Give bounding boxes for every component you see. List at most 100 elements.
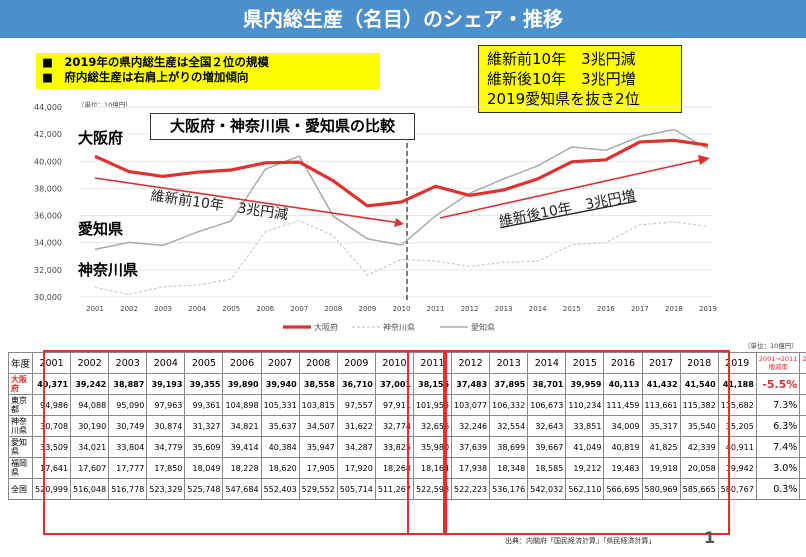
summary-box: ■ 2019年の県内総生産は全国２位の規模 ■ 府内総生産は右肩上がりの増加傾向 bbox=[36, 53, 380, 89]
table-cell: 19,483 bbox=[603, 457, 643, 479]
row-label: 福岡県 bbox=[7, 457, 34, 479]
table-cell: 38,699 bbox=[489, 436, 529, 458]
table-unit: （単位：10億円） bbox=[744, 342, 798, 350]
table-cell: 37,895 bbox=[489, 373, 529, 395]
table-cell: 520,999 bbox=[32, 478, 72, 500]
table-cell: 17,938 bbox=[451, 457, 491, 479]
x-tick-label: 2003 bbox=[154, 305, 172, 313]
growth-rate-cell: 7.4% bbox=[755, 436, 801, 458]
x-tick-label: 2002 bbox=[120, 305, 138, 313]
row-label: 全国 bbox=[7, 478, 34, 500]
table-cell: 18,620 bbox=[260, 457, 300, 479]
comparison-label: 大阪府・神奈川県・愛知県の比較 bbox=[150, 113, 415, 140]
table-cell: 19,942 bbox=[717, 457, 757, 479]
table-header-cell: 2007 bbox=[260, 352, 300, 374]
table-cell: 39,242 bbox=[70, 373, 110, 395]
table-cell: 31,327 bbox=[184, 415, 224, 437]
page-title: 県内総生産（名目）のシェア・推移 bbox=[0, 0, 806, 38]
table-cell: 529,552 bbox=[298, 478, 338, 500]
growth-rate-cell: 7.8% bbox=[799, 415, 806, 437]
callout-box: 維新前10年 3兆円減 維新後10年 3兆円増 2019愛知県を抜き2位 bbox=[478, 45, 682, 113]
table-row: 大阪府 40,371 39,242 38,887 39,193 39,355 39,890 3… bbox=[7, 373, 806, 395]
table-cell: 35,540 bbox=[679, 415, 719, 437]
table-cell: 106,673 bbox=[527, 394, 567, 416]
table-cell: 505,714 bbox=[336, 478, 376, 500]
table-header-cell: 2014 bbox=[527, 352, 567, 374]
table-header-cell: 2001→2011増減率 bbox=[755, 352, 801, 374]
table-cell: 39,940 bbox=[260, 373, 300, 395]
x-tick-label: 2018 bbox=[665, 305, 683, 313]
table-row: 神奈川県 30,708 30,190 30,749 30,874 31,327 34,821… bbox=[7, 415, 806, 437]
callout-line-1: 維新前10年 3兆円減 bbox=[487, 50, 636, 68]
table-cell: 35,317 bbox=[641, 415, 681, 437]
table-cell: 35,609 bbox=[184, 436, 224, 458]
table-row: 全国 520,999 516,048 516,778 523,329 525,748 547… bbox=[7, 478, 806, 500]
table-cell: 18,268 bbox=[374, 457, 414, 479]
table-header-cell: 2018 bbox=[679, 352, 719, 374]
table-header-cell: 2009 bbox=[336, 352, 376, 374]
table-cell: 38,887 bbox=[108, 373, 148, 395]
x-tick-label: 2016 bbox=[597, 305, 615, 313]
arrow-after bbox=[439, 158, 705, 219]
x-tick-label: 2001 bbox=[86, 305, 104, 313]
y-tick-label: 36,000 bbox=[34, 212, 62, 221]
x-axis: 2001 2002 2003 2004 2005 2006 2007 2008 2009 2010… bbox=[86, 305, 717, 313]
table-cell: 38,701 bbox=[527, 373, 567, 395]
callout-line-3: 2019愛知県を抜き2位 bbox=[487, 90, 640, 108]
table-cell: 580,969 bbox=[641, 478, 681, 500]
table-cell: 516,048 bbox=[70, 478, 110, 500]
table-cell: 30,190 bbox=[70, 415, 110, 437]
table-header-cell: 2012 bbox=[451, 352, 491, 374]
table-cell: 523,329 bbox=[146, 478, 186, 500]
table-cell: 17,607 bbox=[70, 457, 110, 479]
table-cell: 99,361 bbox=[184, 394, 224, 416]
table-cell: 34,821 bbox=[222, 415, 262, 437]
x-tick-label: 2017 bbox=[631, 305, 649, 313]
arrow-after-head bbox=[698, 155, 710, 165]
chart-unit: （単位：10億円） bbox=[78, 101, 132, 109]
table-cell: 30,708 bbox=[32, 415, 72, 437]
x-tick-label: 2013 bbox=[495, 305, 513, 313]
y-tick-label: 38,000 bbox=[34, 184, 62, 193]
table-cell: 542,032 bbox=[527, 478, 567, 500]
table-cell: 20,058 bbox=[679, 457, 719, 479]
row-label: 東京都 bbox=[7, 394, 34, 416]
table-header-cell: 2011 bbox=[412, 352, 453, 374]
table-cell: 106,332 bbox=[489, 394, 529, 416]
row-label: 大阪府 bbox=[7, 373, 34, 395]
table-cell: 34,287 bbox=[336, 436, 376, 458]
table-cell: 38,558 bbox=[298, 373, 338, 395]
table-cell: 115,382 bbox=[679, 394, 719, 416]
table-cell: 97,557 bbox=[336, 394, 376, 416]
table-header-row: 年度 2001 2002 2003 2004 2005 2006 2007 2008 2009 20… bbox=[7, 352, 806, 374]
table-cell: 39,355 bbox=[184, 373, 224, 395]
y-tick-label: 34,000 bbox=[34, 239, 62, 248]
table-row: 愛知県 33,509 34,021 33,804 34,779 35,609 39,414 4… bbox=[7, 436, 806, 458]
table-cell: 95,090 bbox=[108, 394, 148, 416]
table-cell: 32,554 bbox=[489, 415, 529, 437]
y-axis: 30,000 32,000 34,000 36,000 38,000 40,000 42,0… bbox=[34, 103, 62, 302]
y-tick-label: 30,000 bbox=[34, 293, 62, 302]
grid bbox=[80, 106, 713, 298]
table-cell: 33,825 bbox=[374, 436, 414, 458]
y-tick-label: 32,000 bbox=[34, 266, 62, 275]
growth-rate-cell: 3.0% bbox=[755, 457, 801, 479]
table-cell: 32,643 bbox=[527, 415, 567, 437]
series-lines bbox=[94, 128, 709, 296]
row-label: 神奈川県 bbox=[7, 415, 34, 437]
table-cell: 40,384 bbox=[260, 436, 300, 458]
table-cell: 35,947 bbox=[298, 436, 338, 458]
x-tick-label: 2011 bbox=[427, 305, 445, 313]
table-header-cell: 2016 bbox=[603, 352, 643, 374]
table-cell: 105,331 bbox=[260, 394, 300, 416]
table-cell: 35,637 bbox=[260, 415, 300, 437]
table-cell: 39,193 bbox=[146, 373, 186, 395]
growth-rate-cell: 11.1% bbox=[799, 478, 806, 500]
table-cell: 39,667 bbox=[527, 436, 567, 458]
series-line-0 bbox=[94, 138, 709, 208]
x-tick-label: 2005 bbox=[222, 305, 240, 313]
table-header-cell: 2002 bbox=[70, 352, 110, 374]
table-cell: 511,267 bbox=[374, 478, 414, 500]
x-tick-label: 2019 bbox=[699, 305, 717, 313]
table-header-cell: 2019 bbox=[717, 352, 757, 374]
